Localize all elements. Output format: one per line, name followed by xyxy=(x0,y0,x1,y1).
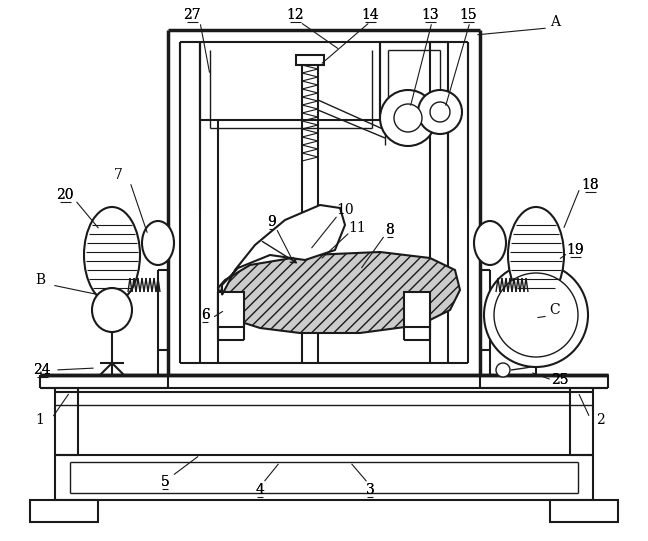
Text: 20: 20 xyxy=(56,188,74,202)
Circle shape xyxy=(430,102,450,122)
Text: 18: 18 xyxy=(581,178,599,192)
Bar xyxy=(30,500,98,522)
Polygon shape xyxy=(218,252,460,333)
Text: 5: 5 xyxy=(161,475,169,489)
Text: 8: 8 xyxy=(386,223,395,237)
Circle shape xyxy=(484,263,588,367)
Ellipse shape xyxy=(84,207,140,303)
Text: 24: 24 xyxy=(33,363,51,377)
Text: 14: 14 xyxy=(361,8,379,22)
Text: 24: 24 xyxy=(33,363,51,377)
Circle shape xyxy=(394,104,422,132)
Text: 18: 18 xyxy=(581,178,599,192)
Text: 3: 3 xyxy=(365,483,375,497)
Text: 27: 27 xyxy=(183,8,201,22)
Text: 20: 20 xyxy=(56,188,74,202)
Text: 6: 6 xyxy=(201,308,209,322)
Ellipse shape xyxy=(508,207,564,303)
Circle shape xyxy=(380,90,436,146)
Text: 14: 14 xyxy=(361,8,379,22)
Circle shape xyxy=(496,363,510,377)
Circle shape xyxy=(494,273,578,357)
Text: 12: 12 xyxy=(286,8,304,22)
Text: 1: 1 xyxy=(36,413,45,427)
Polygon shape xyxy=(222,205,345,295)
Text: 3: 3 xyxy=(365,483,375,497)
Text: 25: 25 xyxy=(551,373,569,387)
Text: 11: 11 xyxy=(348,221,366,235)
Text: 8: 8 xyxy=(386,223,395,237)
Text: 5: 5 xyxy=(161,475,169,489)
Ellipse shape xyxy=(516,288,556,332)
Bar xyxy=(404,292,430,327)
Ellipse shape xyxy=(92,288,132,332)
Text: 13: 13 xyxy=(421,8,439,22)
Ellipse shape xyxy=(142,221,174,265)
Text: 4: 4 xyxy=(255,483,264,497)
Ellipse shape xyxy=(474,221,506,265)
Text: 15: 15 xyxy=(459,8,477,22)
Text: 13: 13 xyxy=(421,8,439,22)
Text: 4: 4 xyxy=(255,483,264,497)
Text: 9: 9 xyxy=(268,215,277,229)
Text: 25: 25 xyxy=(551,373,569,387)
Text: 6: 6 xyxy=(201,308,209,322)
Text: 19: 19 xyxy=(566,243,584,257)
Text: 10: 10 xyxy=(336,203,354,217)
Text: 27: 27 xyxy=(183,8,201,22)
Text: B: B xyxy=(35,273,45,287)
Bar xyxy=(218,292,244,327)
Text: 2: 2 xyxy=(596,413,605,427)
Circle shape xyxy=(418,90,462,134)
Text: C: C xyxy=(550,303,561,317)
Text: 15: 15 xyxy=(459,8,477,22)
Text: 9: 9 xyxy=(268,215,277,229)
Text: A: A xyxy=(550,15,560,29)
Bar xyxy=(550,500,618,522)
Text: 12: 12 xyxy=(286,8,304,22)
Bar xyxy=(296,55,324,65)
Text: 19: 19 xyxy=(566,243,584,257)
Text: 7: 7 xyxy=(113,168,122,182)
